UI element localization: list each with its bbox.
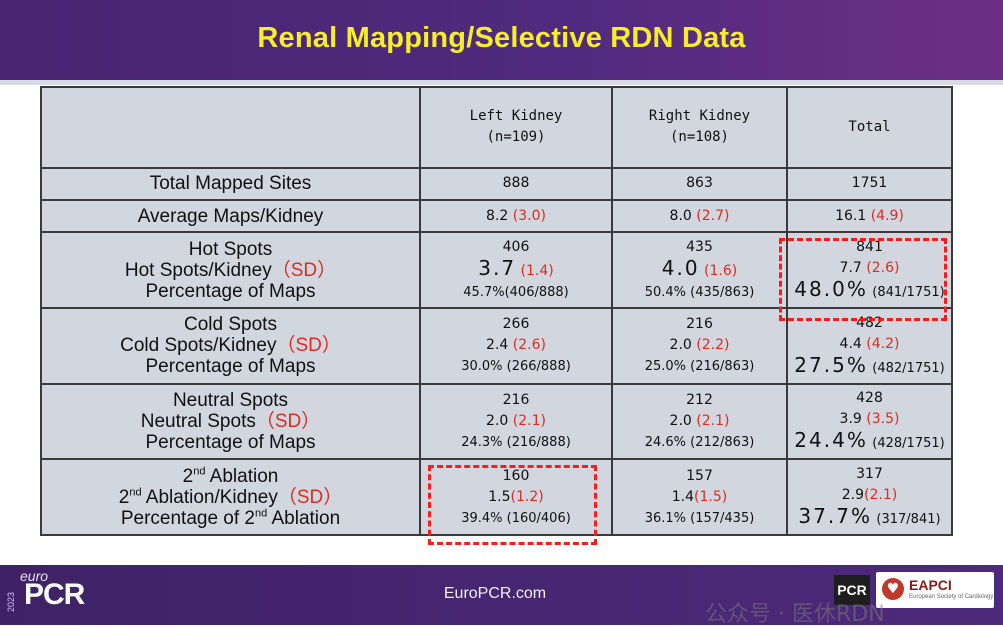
cell-total-hot-spots: 841 7.7 (2.6) 48.0% (841/1751) xyxy=(786,231,953,309)
page-title: Renal Mapping/Selective RDN Data xyxy=(257,22,746,54)
heart-icon: ♥ xyxy=(882,578,904,600)
row-label-neutral-spots: Neutral Spots Neutral Spots（SD） Percenta… xyxy=(40,382,421,461)
cell-total-neutral-spots: 428 3.9 (3.5) 24.4% (428/1751) xyxy=(786,382,953,461)
header-total: Total xyxy=(786,86,953,169)
cell-left-hot-spots: 406 3.7 (1.4) 45.7%(406/888) xyxy=(419,231,613,309)
header-left-n: (n=109) xyxy=(486,129,546,146)
highlight-box-hot-total xyxy=(779,238,947,321)
table-header-row: Left Kidney (n=109) Right Kidney (n=108)… xyxy=(40,86,953,169)
table-row: 2nd Ablation 2nd Ablation/Kidney（SD） Per… xyxy=(40,458,953,536)
cell-right-hot-spots: 435 4.0 (1.6) 50.4% (435/863) xyxy=(611,231,788,309)
header-right-n: (n=108) xyxy=(669,129,729,146)
cell-right-second-ablation: 157 1.4(1.5) 36.1% (157/435) xyxy=(611,458,788,536)
eapci-label: EAPCI xyxy=(909,577,952,593)
title-band xyxy=(0,0,1003,80)
table-row: Hot Spots Hot Spots/Kidney（SD） Percentag… xyxy=(40,231,953,309)
table-row: Cold Spots Cold Spots/Kidney（SD） Percent… xyxy=(40,306,953,385)
header-left-title: Left Kidney xyxy=(469,108,563,125)
cell-total-total-mapped: 1751 xyxy=(786,166,953,202)
cell-left-cold-spots: 266 2.4 (2.6) 30.0% (266/888) xyxy=(419,306,613,385)
table-row: Neutral Spots Neutral Spots（SD） Percenta… xyxy=(40,382,953,461)
website-link[interactable]: EuroPCR.com xyxy=(443,585,547,602)
cell-right-avg-maps: 8.0 (2.7) xyxy=(611,198,788,234)
logo-euro: euro xyxy=(20,568,49,584)
header-right-kidney: Right Kidney (n=108) xyxy=(611,86,788,169)
header-total-title: Total xyxy=(848,118,891,135)
cell-right-neutral-spots: 212 2.0 (2.1) 24.6% (212/863) xyxy=(611,382,788,461)
row-label-cold-spots: Cold Spots Cold Spots/Kidney（SD） Percent… xyxy=(40,306,421,385)
table-row: Total Mapped Sites 888 863 1751 xyxy=(40,166,953,202)
cell-total-avg-maps: 16.1 (4.9) xyxy=(786,198,953,234)
table-row: Average Maps/Kidney 8.2 (3.0) 8.0 (2.7) … xyxy=(40,198,953,234)
eapci-sublabel: European Society of Cardiology xyxy=(909,594,994,600)
watermark: 公众号 · 医休RDN xyxy=(705,602,885,627)
highlight-box-ablation-left xyxy=(428,465,597,545)
row-label-hot-spots: Hot Spots Hot Spots/Kidney（SD） Percentag… xyxy=(40,231,421,309)
eapci-logo: ♥ EAPCI European Society of Cardiology xyxy=(876,572,994,608)
cell-total-cold-spots: 482 4.4 (4.2) 27.5% (482/1751) xyxy=(786,306,953,385)
row-label-second-ablation: 2nd Ablation 2nd Ablation/Kidney（SD） Per… xyxy=(40,458,421,536)
row-label-total-mapped: Total Mapped Sites xyxy=(40,166,421,202)
cell-left-second-ablation: 160 1.5(1.2) 39.4% (160/406) xyxy=(419,458,613,536)
data-table: Left Kidney (n=109) Right Kidney (n=108)… xyxy=(40,86,953,536)
header-left-kidney: Left Kidney (n=109) xyxy=(419,86,613,169)
divider xyxy=(0,80,1003,85)
logo-pcr: PCR xyxy=(24,578,85,611)
cell-right-total-mapped: 863 xyxy=(611,166,788,202)
pcr-badge: PCR xyxy=(834,575,870,605)
header-empty xyxy=(40,86,421,169)
cell-right-cold-spots: 216 2.0 (2.2) 25.0% (216/863) xyxy=(611,306,788,385)
cell-left-avg-maps: 8.2 (3.0) xyxy=(419,198,613,234)
row-label-avg-maps: Average Maps/Kidney xyxy=(40,198,421,234)
cell-left-total-mapped: 888 xyxy=(419,166,613,202)
header-right-title: Right Kidney xyxy=(648,108,751,125)
cell-total-second-ablation: 317 2.9(2.1) 37.7% (317/841) xyxy=(786,458,953,536)
cell-left-neutral-spots: 216 2.0 (2.1) 24.3% (216/888) xyxy=(419,382,613,461)
